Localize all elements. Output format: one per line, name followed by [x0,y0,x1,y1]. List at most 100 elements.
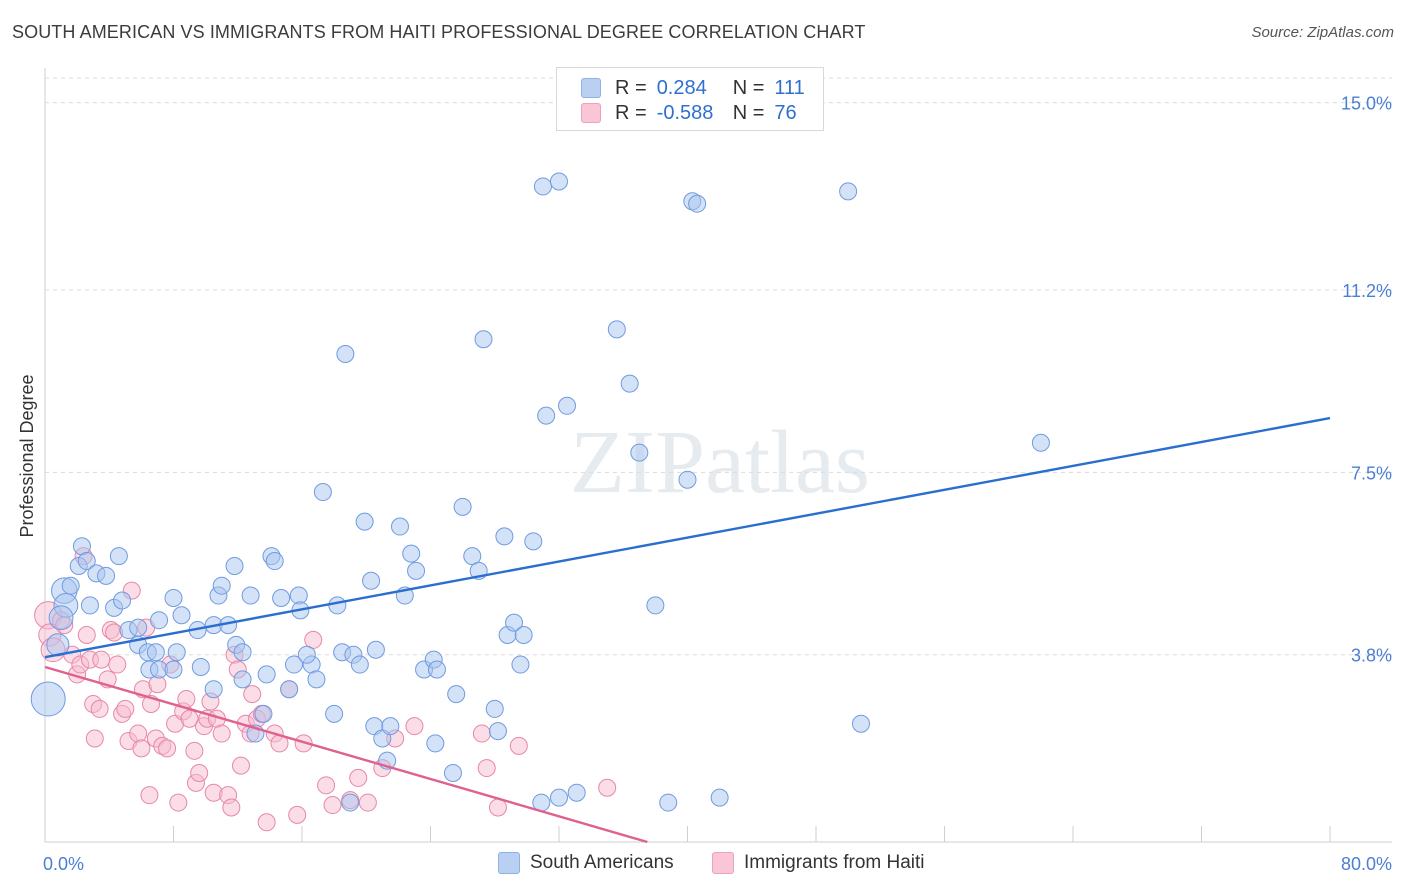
haiti-point [231,756,250,775]
haiti-point [185,741,204,760]
haiti-point [108,655,127,674]
south-american-point [678,470,697,489]
legend-item-south-americans: South Americans [498,852,674,874]
r-value: 0.284 [656,76,707,99]
south-american-point [307,670,326,689]
south-american-point [204,680,223,699]
south-american-point [129,618,148,637]
south-american-point [350,655,369,674]
haiti-point [190,763,209,782]
south-american-point [427,660,446,679]
south-american-point [113,591,132,610]
south-american-trendline [44,416,1331,659]
haiti-point [92,650,111,669]
south-american-point [558,396,577,415]
south-american-point [659,793,678,812]
south-american-point [630,443,649,462]
south-american-point [212,576,231,595]
south-american-point [495,527,514,546]
y-tick-label: 11.2% [1342,281,1392,301]
haiti-point [317,776,336,795]
south-american-point [167,643,186,662]
legend-label: Immigrants from Haiti [744,852,925,873]
south-american-point [407,561,426,580]
south-american-point [313,483,332,502]
haiti-point [85,729,104,748]
y-axis-title: Professional Degree [17,374,37,537]
south-american-point [150,611,169,630]
south-american-point [241,586,260,605]
south-american-point [97,566,116,585]
south-american-point [109,547,128,566]
haiti-point [358,793,377,812]
south-american-point [341,793,360,812]
south-american-point [30,681,66,717]
blue-swatch [498,852,520,874]
south-american-point [328,596,347,615]
south-american-point [325,704,344,723]
south-american-point [146,643,165,662]
south-american-point [164,660,183,679]
y-tick-label: 7.5% [1351,463,1392,483]
gridlines [45,77,1392,656]
south-american-point [447,685,466,704]
haiti-point [212,724,231,743]
south-american-point [524,532,543,551]
haiti-point [405,717,424,736]
haiti-point [288,805,307,824]
haiti-point [257,813,276,832]
south-american-point [355,512,374,531]
south-american-point [537,406,556,425]
south-american-point [474,330,493,349]
source-label: Source: ZipAtlas.com [1251,24,1394,41]
chart-title: SOUTH AMERICAN VS IMMIGRANTS FROM HAITI … [12,22,866,42]
haiti-point [140,786,159,805]
series-legend: South Americans Immigrants from Haiti [0,852,1406,878]
south-american-point [233,670,252,689]
trend-lines [44,416,1331,844]
r-value: -0.588 [656,101,714,124]
haiti-point [349,768,368,787]
south-american-point [366,640,385,659]
south-american-point [620,374,639,393]
haiti-point [243,685,262,704]
south-american-point [297,645,316,664]
south-american-points [30,172,1050,812]
n-label: N = [732,101,765,124]
south-american-point [265,552,284,571]
south-american-point [485,699,504,718]
pink-swatch [581,103,601,123]
haiti-point [132,739,151,758]
n-value: 76 [774,101,797,124]
haiti-point [158,739,177,758]
legend-row-south-americans: R = 0.284 N = 111 [581,76,805,100]
south-american-point [514,625,533,644]
south-american-point [550,788,568,807]
haiti-point [169,793,188,812]
south-american-point [607,320,626,339]
stats-legend: R = 0.284 N = 111 R = -0.588 N = 76 [556,67,824,131]
south-american-point [511,655,530,674]
south-american-point [254,704,273,723]
haiti-point [177,690,196,709]
south-american-point [402,544,421,563]
y-tick-label: 3.8% [1351,646,1392,666]
south-american-point [851,714,870,733]
haiti-point [323,796,342,815]
south-american-point [488,722,507,741]
south-american-point [61,576,80,595]
south-american-point [839,182,858,201]
r-label: R = [615,76,647,99]
haiti-point [477,759,496,778]
n-value: 111 [774,76,805,99]
south-american-point [362,571,381,590]
south-american-point [225,556,244,575]
south-american-point [533,177,552,196]
haiti-point [180,709,199,728]
haiti-point [129,724,148,743]
haiti-point [222,798,241,817]
r-label: R = [615,101,647,124]
tick-labels: 3.8% 7.5% 11.2% 15.0% 0.0% 80.0% Professional … [17,94,1392,874]
south-american-point [453,497,472,516]
south-american-point [567,783,586,802]
